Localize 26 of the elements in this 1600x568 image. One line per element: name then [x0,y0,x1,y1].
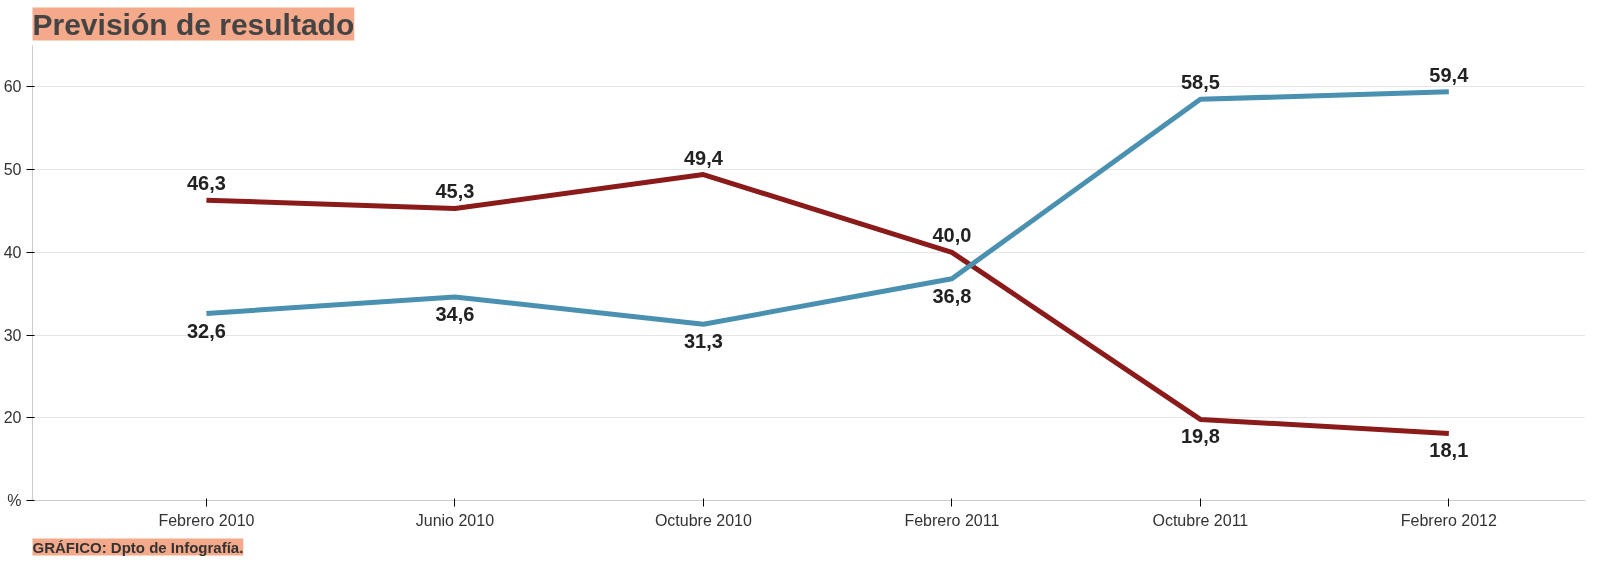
y-tick-label: 20 [3,409,22,427]
text: GRÁFICO: Dpto de Infografía. [32,538,244,556]
data-label: 19,8 [1180,425,1220,448]
chart-title: Previsión de resultado [32,7,355,41]
data-label: 18,1 [1429,439,1469,462]
data-label: 45,3 [435,180,475,203]
y-tick-label: 30 [3,326,22,344]
x-tick-label: Febrero 2010 [158,511,255,529]
data-label: 36,8 [932,284,972,307]
x-tick-label: Octubre 2010 [654,511,752,529]
x-tick-label: Octubre 2011 [1152,511,1249,529]
data-label: 49,4 [683,146,724,169]
x-tick-label: Febrero 2011 [904,511,1000,529]
y-tick-label: 50 [3,161,22,179]
data-label: 32,6 [186,319,226,342]
data-label: 58,5 [1180,71,1220,94]
y-tick-label: 60 [3,78,22,96]
y-tick-label: % [7,492,22,509]
y-tick-label: 40 [3,243,22,261]
data-label: 40,0 [932,224,972,247]
data-label: 46,3 [186,172,226,195]
data-label: 59,4 [1429,63,1470,86]
x-tick-label: Febrero 2012 [1400,511,1497,529]
data-label: 34,6 [435,302,475,325]
x-tick-label: Junio 2010 [415,511,495,529]
data-label: 31,3 [683,330,723,353]
